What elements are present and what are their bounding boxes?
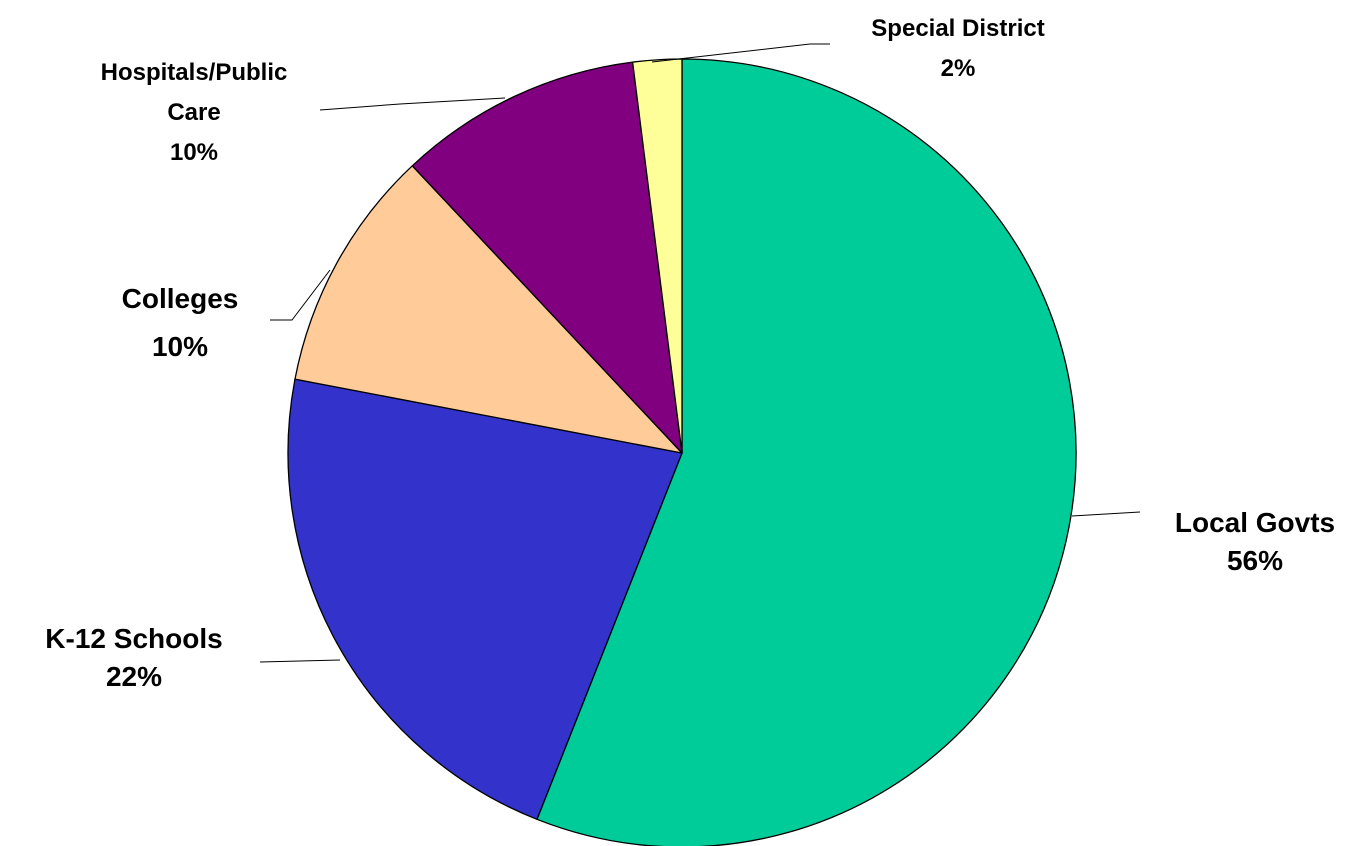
leader-line-local-govts [1071,511,1141,517]
slice-hospitals-public-care [411,61,683,454]
label-colleges: Colleges 10% [122,283,239,362]
percent-label: 2% [941,55,976,82]
percent-label: 10% [170,139,218,166]
slice-local-govts [536,58,1077,846]
label-local-govts: Local Govts 56% [1175,507,1335,576]
category-label: Hospitals/Public [101,59,288,86]
label-special-district: Special District 2% [871,15,1044,82]
label-k-12-schools: K-12 Schools 22% [45,623,222,692]
category-label: Local Govts [1175,507,1335,538]
slice-colleges [294,165,683,454]
pie-slices [287,58,1077,846]
percent-label: 10% [152,331,208,362]
leader-line-hospitals-public-care [319,97,506,111]
label-hospitals-public-care: Hospitals/Public Care 10% [101,59,288,166]
category-label: Special District [871,15,1044,42]
slice-k-12-schools [287,378,683,820]
leader-line-k-12-schools [259,659,341,663]
category-label: Care [167,99,220,126]
percent-label: 56% [1227,545,1283,576]
category-label: K-12 Schools [45,623,222,654]
percent-label: 22% [106,661,162,692]
leader-line-special-district [651,43,830,63]
slice-labels: Local Govts 56% K-12 Schools 22% Colleges 10%… [45,15,1335,692]
leader-lines [259,43,1141,663]
category-label: Colleges [122,283,239,314]
leader-line-colleges [270,269,331,321]
